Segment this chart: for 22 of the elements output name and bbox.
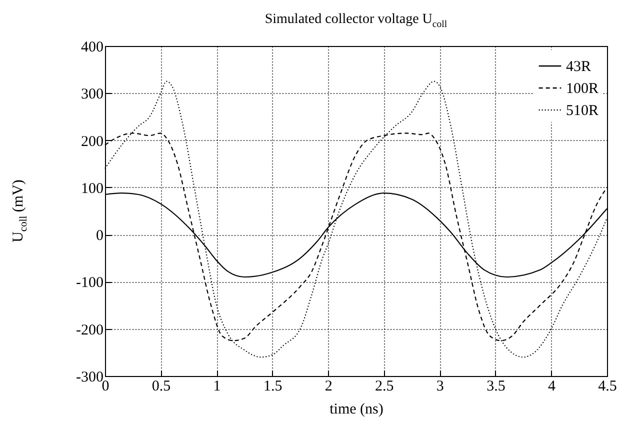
legend-label: 100R — [566, 81, 599, 97]
y-tick-label: -200 — [76, 322, 104, 338]
x-tick-label: 2 — [324, 378, 332, 394]
x-tick-label: 1.5 — [263, 378, 282, 394]
x-axis-title: time (ns) — [330, 402, 384, 418]
legend-label: 43R — [566, 59, 592, 75]
y-tick-label: 100 — [81, 180, 104, 197]
x-tick-label: 3.5 — [486, 378, 506, 394]
x-tick-label: 4 — [548, 378, 556, 394]
x-tick-label: 3 — [436, 378, 444, 394]
chart-title: Simulated collector voltage U$_{coll}$ — [264, 12, 448, 30]
x-tick-label: 0.5 — [152, 378, 171, 394]
x-tick-label: 2.5 — [375, 378, 394, 394]
legend-label: 510R — [566, 103, 599, 119]
x-tick-label: 1 — [213, 378, 221, 394]
y-tick-label: 300 — [81, 86, 104, 103]
x-tick-label: 4.5 — [598, 378, 617, 394]
y-tick-label: 0 — [96, 228, 104, 244]
y-tick-label: -100 — [76, 275, 104, 292]
y-tick-label: 200 — [81, 134, 104, 150]
y-tick-label: 400 — [81, 40, 104, 56]
y-tick-label: -300 — [76, 370, 104, 386]
